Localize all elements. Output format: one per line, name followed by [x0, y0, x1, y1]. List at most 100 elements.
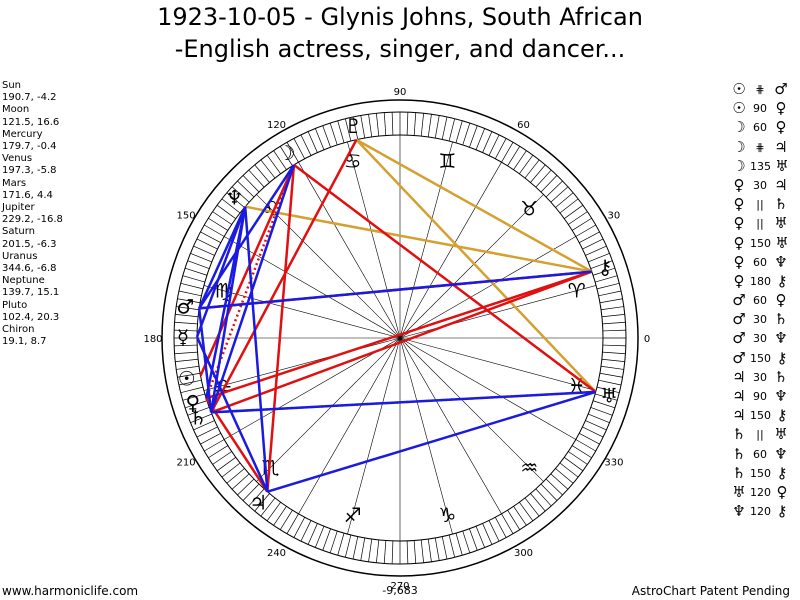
aspect-planet-1: ☽ [732, 156, 746, 175]
aspect-type: 90 [753, 102, 767, 116]
degree-tick [513, 506, 527, 526]
degree-tick [595, 275, 618, 283]
radial-line [399, 337, 576, 440]
degree-tick [600, 365, 624, 370]
zodiac-sign-10: ♒ [520, 455, 538, 479]
degree-tick [204, 439, 225, 452]
degree-label-30: 30 [608, 211, 621, 222]
degree-tick [595, 393, 618, 401]
degree-tick [344, 534, 352, 558]
aspect-type: 60 [753, 121, 767, 135]
radial-line [399, 337, 544, 482]
aspect-line-moon-jupiter [266, 164, 296, 492]
aspect-row: ♄ 150 ⚷ [728, 464, 793, 483]
degree-tick [585, 245, 607, 256]
planet-name-uranus: Uranus [2, 250, 38, 262]
degree-tick [196, 238, 218, 250]
degree-tick [602, 344, 626, 347]
aspect-type: 150 [750, 409, 771, 423]
planet-coords-chiron: 19.1, 8.7 [2, 336, 47, 348]
degree-tick [307, 131, 318, 153]
aspect-row: ♂ 30 ♆ [728, 329, 793, 348]
degree-tick [221, 198, 241, 214]
degree-tick [475, 128, 485, 150]
radial-line [256, 194, 401, 339]
degree-tick [575, 439, 596, 452]
aspect-planet-1: ☽ [732, 118, 746, 137]
radial-line [203, 337, 401, 391]
aspect-planet-2: ⚷ [776, 348, 788, 367]
degree-tick [488, 520, 500, 542]
aspect-planet-2: ♃ [774, 137, 788, 156]
degree-tick [300, 134, 312, 156]
aspect-line-moon-uranus [293, 163, 597, 393]
aspect-line-mercury-jupiter [195, 336, 269, 493]
radial-line [399, 194, 544, 339]
degree-tick [315, 526, 325, 548]
degree-tick [599, 298, 623, 304]
degree-tick [273, 150, 287, 170]
planet-coords-neptune: 139.7, 15.1 [2, 287, 60, 299]
degree-tick [582, 426, 604, 438]
aspect-row: ♆ 120 ⚷ [728, 502, 793, 521]
degree-label-180: 180 [143, 334, 162, 345]
degree-tick [208, 217, 229, 231]
aspect-planet-2: ♀ [776, 482, 788, 501]
radial-line [399, 162, 502, 339]
aspect-type: ⋕ [755, 83, 765, 96]
aspect-planet-1: ♃ [732, 387, 746, 405]
degree-tick [519, 154, 534, 174]
footer-website[interactable]: www.harmoniclife.com [2, 584, 139, 598]
aspect-planet-1: ♀ [733, 252, 745, 271]
aspect-planet-2: ⚷ [776, 271, 788, 290]
degree-tick [413, 112, 417, 136]
degree-tick [190, 253, 212, 263]
degree-label-90: 90 [394, 87, 407, 98]
zodiac-sign-4: ♌ [262, 197, 280, 221]
degree-tick [383, 112, 387, 136]
degree-tick [441, 116, 448, 140]
degree-tick [383, 540, 387, 564]
degree-tick [501, 142, 514, 163]
degree-tick [469, 528, 478, 551]
degree-tick [448, 534, 456, 558]
radial-line [256, 337, 401, 482]
zodiac-sign-0: ♈ [568, 279, 586, 303]
degree-tick [187, 407, 210, 416]
degree-tick [174, 329, 198, 332]
degree-tick [360, 537, 366, 561]
degree-tick [184, 267, 208, 276]
degree-tick [260, 159, 276, 179]
degree-tick [559, 462, 579, 478]
aspect-line-saturn-chiron [210, 270, 593, 414]
degree-tick [535, 488, 552, 507]
aspect-planet-1: ♃ [732, 367, 746, 386]
degree-tick [178, 379, 202, 386]
degree-tick [231, 186, 250, 203]
aspect-planet-2: ♅ [774, 425, 788, 444]
degree-tick [329, 122, 338, 146]
degree-tick [488, 134, 500, 156]
chart-title-line-2: -English actress, singer, and dancer... [174, 35, 626, 63]
degree-tick [545, 478, 563, 496]
radial-line [298, 337, 401, 514]
degree-tick [455, 533, 463, 556]
aspect-row: ♀ 60 ♆ [728, 253, 793, 272]
outer-ring [161, 99, 639, 577]
degree-tick [592, 400, 616, 409]
aspect-planet-1: ♂ [732, 329, 746, 348]
degree-tick [469, 125, 478, 148]
planet-name-jupiter: Jupiter [2, 202, 35, 214]
aspect-line-pluto-chiron [355, 138, 593, 273]
planet-glyph-mars: ♂ [176, 294, 194, 318]
degree-tick [413, 540, 417, 564]
degree-tick [322, 528, 331, 551]
degree-tick [204, 224, 225, 237]
degree-tick [391, 540, 394, 564]
aspect-line-jupiter-uranus [266, 390, 597, 493]
planet-coords-mars: 171.6, 4.4 [2, 189, 53, 201]
degree-tick [596, 386, 620, 394]
aspect-type: 30 [753, 178, 767, 192]
degree-tick [568, 451, 588, 465]
degree-tick [196, 426, 218, 438]
